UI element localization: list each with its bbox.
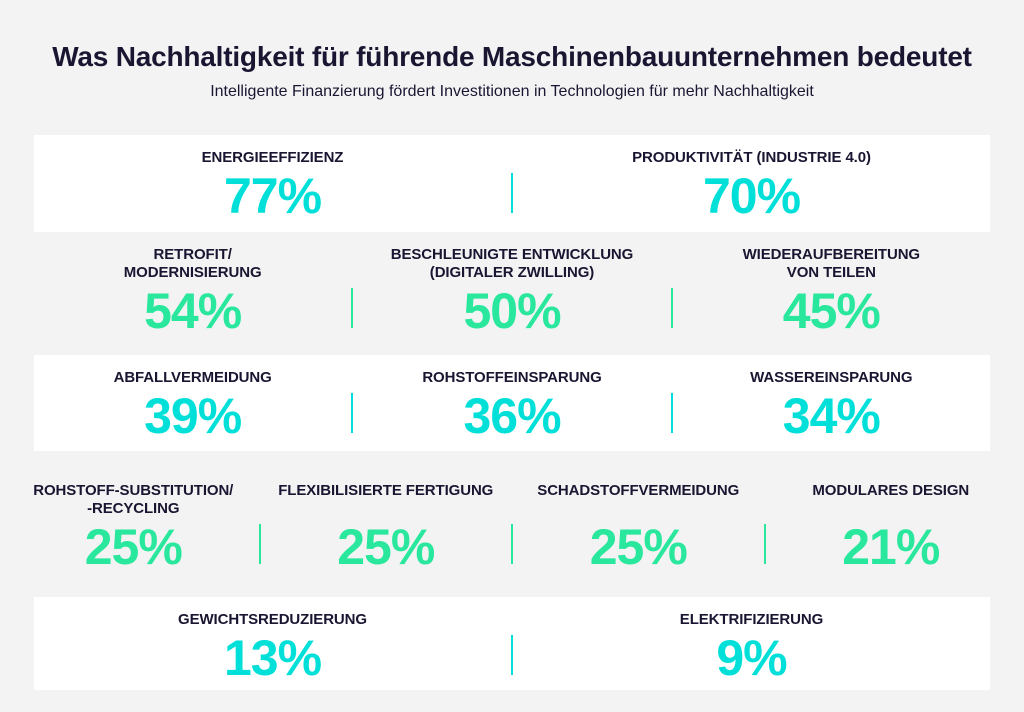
stat-label: ROHSTOFF-SUBSTITUTION/ -RECYCLING xyxy=(33,482,233,518)
stat-label: GEWICHTSREDUZIERUNG xyxy=(178,611,367,629)
stat-label-line2: -RECYCLING xyxy=(87,500,180,517)
stat-label-line1: ELEKTRIFIZIERUNG xyxy=(679,611,824,628)
stat-value: 25% xyxy=(337,519,435,575)
page-title: Was Nachhaltigkeit für führende Maschine… xyxy=(52,41,972,72)
stat-cell: WIEDERAUFBEREITUNG VON TEILEN 45% xyxy=(673,246,990,338)
stat-label-line1: ABFALLVERMEIDUNG xyxy=(113,369,272,386)
stat-label-line1: SCHADSTOFFVERMEIDUNG xyxy=(537,482,740,499)
stat-label-line1: GEWICHTSREDUZIERUNG xyxy=(178,611,367,628)
stat-divider xyxy=(670,393,673,433)
stat-label: ELEKTRIFIZIERUNG xyxy=(679,611,824,629)
stat-value: 34% xyxy=(782,388,881,444)
stat-label-line1: ROHSTOFF-SUBSTITUTION/ xyxy=(33,482,234,499)
stat-cell: ROHSTOFF-SUBSTITUTION/ -RECYCLING 25% xyxy=(8,482,259,580)
stat-label-line1: RETROFIT/ xyxy=(153,246,232,263)
stat-label-line2: VON TEILEN xyxy=(786,264,876,281)
stat-label-line1: WIEDERAUFBEREITUNG xyxy=(742,246,920,263)
stat-label: MODULARES DESIGN xyxy=(812,482,969,518)
stat-label-line2: MODERNISIERUNG xyxy=(123,264,262,281)
stat-cell: ELEKTRIFIZIERUNG 9% xyxy=(513,611,990,690)
stat-value: 9% xyxy=(716,630,787,686)
stat-divider xyxy=(351,288,354,328)
stat-label-line1: MODULARES DESIGN xyxy=(812,482,970,499)
stat-row-2: RETROFIT/ MODERNISIERUNG 54% BESCHLEUNIG… xyxy=(34,240,990,338)
stat-label-line2: (DIGITALER ZWILLING) xyxy=(429,264,595,281)
stat-cell: BESCHLEUNIGTE ENTWICKLUNG (DIGITALER ZWI… xyxy=(353,246,670,338)
stat-label: WIEDERAUFBEREITUNG VON TEILEN xyxy=(743,246,920,282)
stat-cell: PRODUKTIVITÄT (INDUSTRIE 4.0) 70% xyxy=(513,149,990,232)
stat-label-line1: ROHSTOFFEINSPARUNG xyxy=(422,369,602,386)
page-subtitle: Intelligente Finanzierung fördert Invest… xyxy=(210,83,814,100)
stat-label: BESCHLEUNIGTE ENTWICKLUNG (DIGITALER ZWI… xyxy=(391,246,634,282)
stat-label: PRODUKTIVITÄT (INDUSTRIE 4.0) xyxy=(632,149,871,167)
stat-label: SCHADSTOFFVERMEIDUNG xyxy=(537,482,739,518)
stat-value: 21% xyxy=(842,519,940,575)
stat-label-line1: WASSEREINSPARUNG xyxy=(750,369,913,386)
stat-label: FLEXIBILISIERTE FERTIGUNG xyxy=(278,482,493,518)
stat-label: WASSEREINSPARUNG xyxy=(750,369,912,387)
stat-divider xyxy=(511,173,513,213)
stat-cell: WASSEREINSPARUNG 34% xyxy=(673,369,990,451)
stat-label: ABFALLVERMEIDUNG xyxy=(114,369,272,387)
stat-label: ENERGIEEFFIZIENZ xyxy=(202,149,344,167)
stat-label: RETROFIT/ MODERNISIERUNG xyxy=(124,246,262,282)
stat-value: 25% xyxy=(84,519,183,575)
stat-value: 70% xyxy=(702,168,801,224)
stat-divider xyxy=(763,524,766,564)
stat-row-1: ENERGIEEFFIZIENZ 77% PRODUKTIVITÄT (INDU… xyxy=(34,135,990,232)
stat-value: 50% xyxy=(463,283,561,339)
stat-cell: ENERGIEEFFIZIENZ 77% xyxy=(34,149,511,232)
stat-cell: ROHSTOFFEINSPARUNG 36% xyxy=(353,369,670,451)
stat-divider xyxy=(258,524,261,564)
stat-cell: ABFALLVERMEIDUNG 39% xyxy=(34,369,351,451)
stat-divider xyxy=(511,635,513,675)
stat-label: ROHSTOFFEINSPARUNG xyxy=(422,369,601,387)
stat-row-5: GEWICHTSREDUZIERUNG 13% ELEKTRIFIZIERUNG… xyxy=(34,597,990,690)
stat-cell: SCHADSTOFFVERMEIDUNG 25% xyxy=(513,482,764,580)
stat-divider xyxy=(351,393,354,433)
stat-row-3: ABFALLVERMEIDUNG 39% ROHSTOFFEINSPARUNG … xyxy=(34,355,990,451)
stat-label-line1: ENERGIEEFFIZIENZ xyxy=(201,149,344,166)
stat-value: 45% xyxy=(782,283,881,339)
stat-label-line1: PRODUKTIVITÄT (INDUSTRIE 4.0) xyxy=(632,149,871,166)
stat-cell: MODULARES DESIGN 21% xyxy=(766,482,1017,580)
stat-cell: FLEXIBILISIERTE FERTIGUNG 25% xyxy=(261,482,512,580)
stat-cell: GEWICHTSREDUZIERUNG 13% xyxy=(34,611,511,690)
stat-divider xyxy=(670,288,673,328)
stat-value: 54% xyxy=(144,283,242,339)
stat-row-4: ROHSTOFF-SUBSTITUTION/ -RECYCLING 25% FL… xyxy=(8,470,1016,580)
stat-label-line1: FLEXIBILISIERTE FERTIGUNG xyxy=(278,482,494,499)
stat-divider xyxy=(511,524,513,564)
stat-value: 77% xyxy=(223,168,322,224)
stat-value: 39% xyxy=(144,388,242,444)
stat-value: 25% xyxy=(589,519,688,575)
stat-value: 36% xyxy=(463,388,561,444)
stat-value: 13% xyxy=(223,630,322,686)
stat-label-line1: BESCHLEUNIGTE ENTWICKLUNG xyxy=(390,246,634,263)
stat-cell: RETROFIT/ MODERNISIERUNG 54% xyxy=(34,246,351,338)
